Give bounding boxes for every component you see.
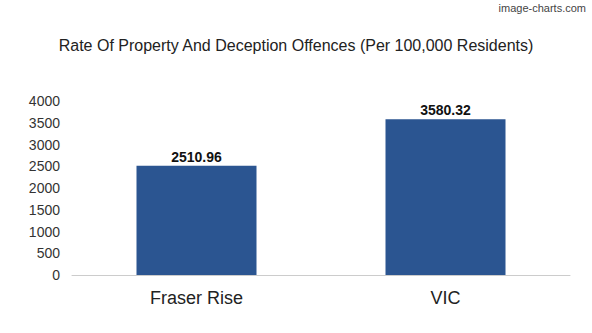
svg-text:3580.32: 3580.32 — [420, 102, 471, 118]
svg-text:0: 0 — [52, 267, 60, 283]
svg-text:VIC: VIC — [430, 288, 460, 308]
svg-text:3500: 3500 — [29, 115, 60, 131]
svg-text:2000: 2000 — [29, 180, 60, 196]
svg-text:3000: 3000 — [29, 137, 60, 153]
svg-text:Rate Of Property And Deception: Rate Of Property And Deception Offences … — [59, 37, 534, 54]
svg-text:2510.96: 2510.96 — [171, 149, 222, 165]
svg-text:image-charts.com: image-charts.com — [499, 2, 586, 14]
svg-text:1500: 1500 — [29, 202, 60, 218]
svg-text:4000: 4000 — [29, 93, 60, 109]
svg-text:Fraser Rise: Fraser Rise — [150, 288, 243, 308]
svg-text:1000: 1000 — [29, 224, 60, 240]
svg-text:2500: 2500 — [29, 158, 60, 174]
svg-text:500: 500 — [37, 245, 61, 261]
